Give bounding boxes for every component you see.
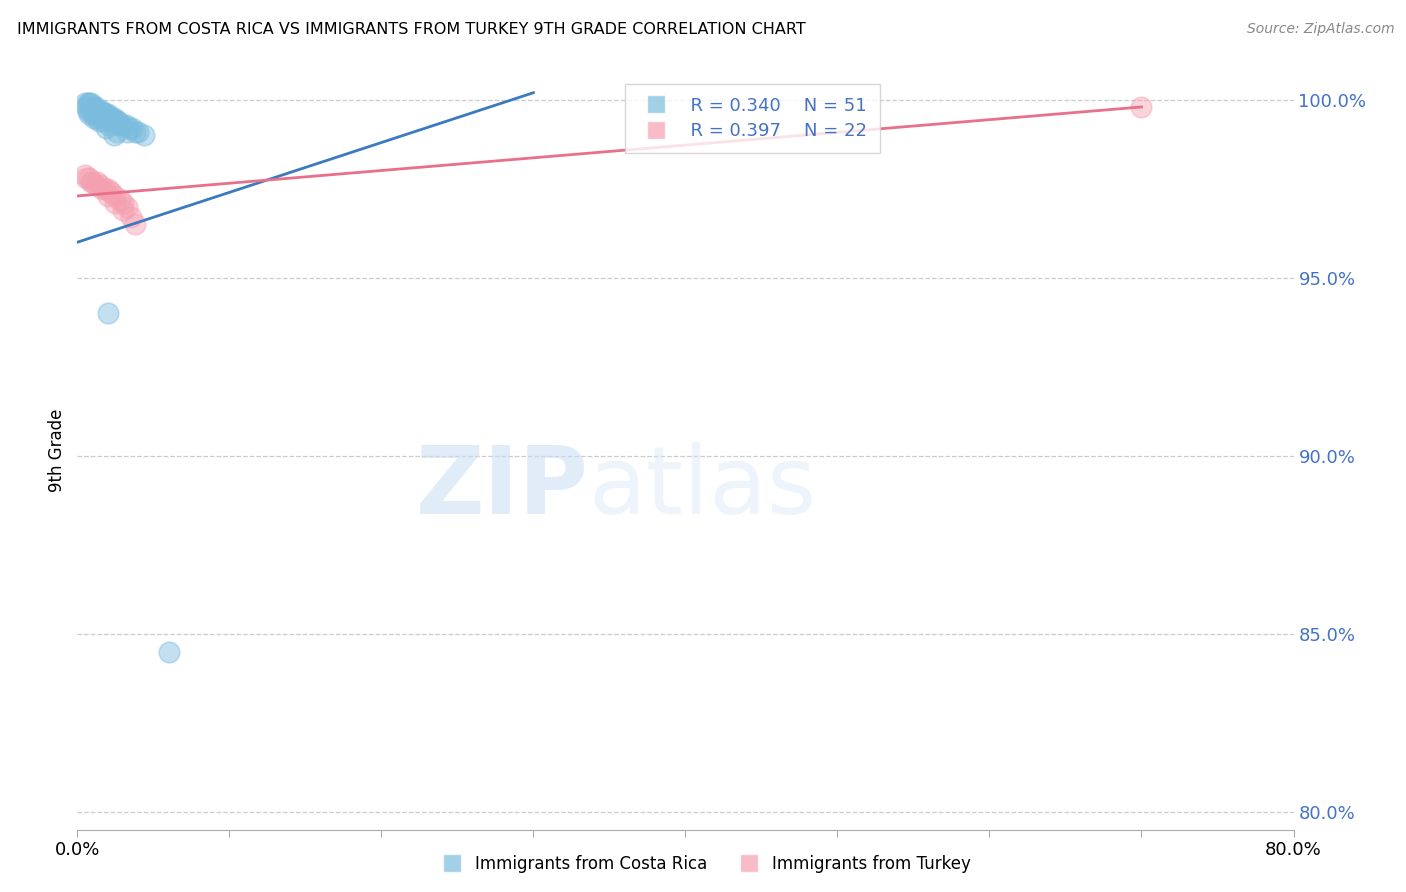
Legend: Immigrants from Costa Rica, Immigrants from Turkey: Immigrants from Costa Rica, Immigrants f… <box>429 848 977 880</box>
Point <box>93 111 115 125</box>
Point <box>84 107 107 121</box>
Point <box>111 203 134 218</box>
Point <box>124 218 146 232</box>
Point <box>97 189 120 203</box>
Point <box>91 107 114 121</box>
Point <box>77 96 100 111</box>
Point <box>115 118 138 132</box>
Point <box>75 100 97 114</box>
Text: ZIP: ZIP <box>415 442 588 534</box>
Point <box>89 178 111 193</box>
Point <box>104 114 127 128</box>
Point <box>111 196 134 211</box>
Point <box>79 96 101 111</box>
Point <box>108 193 131 207</box>
Point <box>98 118 121 132</box>
Point <box>127 125 149 139</box>
Point <box>84 178 107 193</box>
Point <box>117 125 139 139</box>
Point <box>79 107 101 121</box>
Point <box>97 182 120 196</box>
Point <box>107 118 129 132</box>
Point <box>124 125 146 139</box>
Point <box>103 111 125 125</box>
Point <box>105 125 128 139</box>
Point <box>77 103 100 118</box>
Point <box>80 103 103 118</box>
Point <box>75 171 97 186</box>
Point <box>117 200 139 214</box>
Point <box>96 107 118 121</box>
Point <box>80 175 103 189</box>
Point <box>107 114 129 128</box>
Point <box>91 114 114 128</box>
Point <box>100 186 122 200</box>
Point <box>108 118 131 132</box>
Point <box>157 644 180 658</box>
Point <box>86 103 108 118</box>
Point <box>96 121 118 136</box>
Point <box>82 100 104 114</box>
Point <box>90 103 112 118</box>
Point <box>1130 100 1153 114</box>
Point <box>90 182 112 196</box>
Point <box>73 96 96 111</box>
Point <box>80 96 103 111</box>
Point <box>82 175 104 189</box>
Point <box>118 121 141 136</box>
Point <box>98 111 121 125</box>
Point <box>100 111 122 125</box>
Text: IMMIGRANTS FROM COSTA RICA VS IMMIGRANTS FROM TURKEY 9TH GRADE CORRELATION CHART: IMMIGRANTS FROM COSTA RICA VS IMMIGRANTS… <box>17 22 806 37</box>
Point <box>73 168 96 182</box>
Point <box>120 211 142 225</box>
Point <box>104 189 127 203</box>
Point <box>79 171 101 186</box>
Text: atlas: atlas <box>588 442 817 534</box>
Point <box>93 107 115 121</box>
Point <box>87 114 110 128</box>
Point <box>101 111 124 125</box>
Point <box>83 111 105 125</box>
Point <box>89 103 111 118</box>
Point <box>82 107 104 121</box>
Point <box>111 118 134 132</box>
Point <box>105 114 128 128</box>
Point <box>134 128 156 143</box>
Point <box>93 182 115 196</box>
Point <box>84 100 107 114</box>
Point <box>121 121 143 136</box>
Point <box>100 114 122 128</box>
Point <box>97 107 120 121</box>
Point <box>83 100 105 114</box>
Point <box>104 196 127 211</box>
Legend:   R = 0.340    N = 51,   R = 0.397    N = 22: R = 0.340 N = 51, R = 0.397 N = 22 <box>624 84 880 153</box>
Point <box>103 128 125 143</box>
Text: Source: ZipAtlas.com: Source: ZipAtlas.com <box>1247 22 1395 37</box>
Y-axis label: 9th Grade: 9th Grade <box>48 409 66 492</box>
Point <box>89 107 111 121</box>
Point <box>86 175 108 189</box>
Point <box>97 306 120 320</box>
Point <box>86 111 108 125</box>
Point <box>87 103 110 118</box>
